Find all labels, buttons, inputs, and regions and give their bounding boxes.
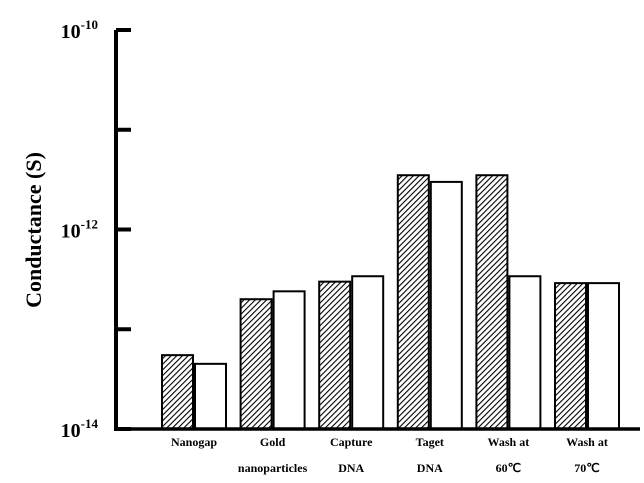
x-tick-label-line2-4: 60℃ — [496, 461, 521, 475]
bar-white-5 — [587, 282, 620, 430]
x-tick-label-line1-2: Capture — [330, 435, 373, 449]
bar-hatched-2 — [318, 280, 352, 431]
bar-hatched-3 — [396, 174, 430, 430]
bar-hatched-1 — [239, 298, 273, 430]
bar-white-3 — [429, 180, 463, 430]
bar-hatched-4 — [475, 174, 509, 430]
bar-white-2 — [351, 275, 385, 430]
x-tick-label-line1-5: Wash at — [566, 435, 608, 449]
x-tick-label-line1-0: Nanogap — [171, 435, 217, 449]
x-tick-label-line2-2: DNA — [338, 461, 364, 475]
bar-white-1 — [272, 290, 306, 430]
x-tick-label-line1-4: Wash at — [488, 435, 530, 449]
axes-group — [114, 28, 640, 431]
x-tick-label-line1-3: Taget — [416, 435, 444, 449]
bar-hatched-5 — [554, 282, 587, 430]
bars-group — [161, 174, 620, 431]
bar-hatched-0 — [161, 354, 194, 431]
bar-white-0 — [194, 362, 227, 430]
bar-white-4 — [508, 275, 542, 430]
y-tick-label-0: 10-10 — [61, 17, 98, 43]
y-tick-label-1: 10-12 — [61, 217, 98, 243]
x-tick-label-line2-5: 70℃ — [574, 461, 599, 475]
x-tick-label-line1-1: Gold — [260, 435, 286, 449]
labels-group: Nanogap Gold nanoparticles Capture DNA Taget D… — [61, 17, 608, 475]
y-tick-label-2: 10-14 — [61, 416, 99, 442]
x-tick-label-line2-3: DNA — [417, 461, 443, 475]
x-tick-label-line2-1: nanoparticles — [238, 461, 308, 475]
